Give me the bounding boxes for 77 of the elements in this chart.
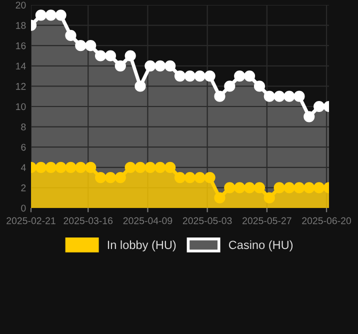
point xyxy=(264,90,275,102)
y-tick-label: 12 xyxy=(16,82,26,90)
y-tick-label: 6 xyxy=(21,144,26,151)
point xyxy=(284,182,295,194)
point xyxy=(65,162,76,173)
point xyxy=(154,162,166,173)
point xyxy=(194,70,206,82)
point xyxy=(274,182,285,194)
point xyxy=(194,172,206,184)
point xyxy=(204,172,216,184)
y-tick-label: 20 xyxy=(16,2,26,9)
point xyxy=(75,40,86,52)
point xyxy=(85,40,96,52)
point xyxy=(104,50,116,62)
point xyxy=(114,172,126,184)
point xyxy=(144,162,156,173)
x-tick-label: 2025-03-16 xyxy=(64,217,113,224)
point xyxy=(65,30,76,42)
point xyxy=(184,172,196,184)
x-tick-label: 2025-04-09 xyxy=(123,217,172,224)
point xyxy=(304,111,315,122)
point xyxy=(94,50,106,62)
point xyxy=(214,192,226,204)
point xyxy=(174,70,186,82)
point xyxy=(214,90,226,102)
point xyxy=(45,10,56,21)
point xyxy=(314,182,325,194)
x-tick-label: 2025-05-03 xyxy=(182,217,232,224)
y-tick-label: 14 xyxy=(16,62,26,70)
point xyxy=(154,60,166,72)
point xyxy=(294,182,305,194)
point xyxy=(244,182,256,194)
point xyxy=(164,60,176,72)
x-tick-label: 2025-05-27 xyxy=(242,217,292,224)
point xyxy=(55,162,66,173)
point xyxy=(114,60,126,72)
point xyxy=(234,70,246,82)
y-tick-label: 2 xyxy=(21,184,26,192)
y-tick-label: 18 xyxy=(16,22,26,29)
point xyxy=(254,80,266,92)
point xyxy=(284,90,295,102)
point xyxy=(204,70,216,82)
y-tick-label: 10 xyxy=(16,103,26,110)
point xyxy=(85,162,96,173)
point xyxy=(94,172,106,184)
point xyxy=(184,70,196,82)
point xyxy=(124,50,136,62)
point xyxy=(224,182,236,194)
point xyxy=(274,90,285,102)
point xyxy=(264,192,275,204)
point xyxy=(124,162,136,173)
x-tick-label: 2025-02-21 xyxy=(6,217,56,224)
point xyxy=(104,172,116,184)
legend-label: Casino (HU) xyxy=(228,240,293,252)
point xyxy=(134,162,146,173)
point xyxy=(144,60,156,72)
y-tick-label: 16 xyxy=(16,42,26,50)
point xyxy=(244,70,256,82)
point xyxy=(75,162,86,173)
x-tick-label: 2025-06-20 xyxy=(302,217,352,224)
point xyxy=(164,162,176,173)
point xyxy=(224,80,236,92)
point xyxy=(35,10,46,21)
point xyxy=(234,182,246,194)
point xyxy=(254,182,266,194)
point xyxy=(174,172,186,184)
point xyxy=(314,100,325,112)
point xyxy=(55,10,66,21)
point xyxy=(45,162,56,173)
y-tick-label: 0 xyxy=(21,204,26,212)
point xyxy=(35,162,46,173)
point xyxy=(304,182,315,194)
point xyxy=(294,90,305,102)
y-tick-label: 8 xyxy=(21,124,26,130)
point xyxy=(134,80,146,92)
y-tick-label: 4 xyxy=(20,164,26,171)
legend-label: In lobby (HU) xyxy=(108,240,176,252)
